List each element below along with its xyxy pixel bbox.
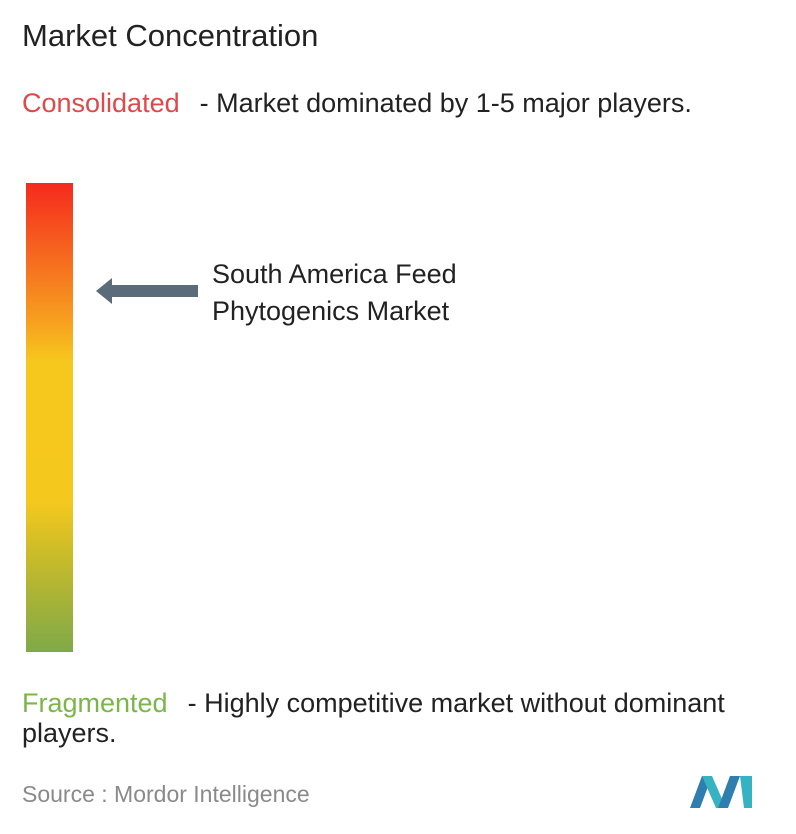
arrow-shape: [96, 278, 198, 304]
source-name: Mordor Intelligence: [114, 781, 310, 807]
market-label-line: Phytogenics Market: [212, 296, 450, 326]
fragmented-label: Fragmented: [22, 688, 168, 718]
consolidated-text: Consolidated - Market dominated by 1-5 ma…: [22, 88, 792, 118]
fragmented-text: Fragmented - Highly competitive market wi…: [22, 688, 792, 748]
fragmented-description: - Highly competitive market without domi…: [22, 688, 725, 748]
title: Market Concentration: [22, 18, 319, 53]
consolidated-description: - Market dominated by 1-5 major players.: [199, 88, 692, 118]
logo-part: [702, 776, 726, 808]
logo: [690, 776, 752, 808]
source-label: Source :: [22, 781, 108, 807]
arrow: [96, 278, 198, 304]
logo-part: [740, 776, 752, 808]
concentration-gradient-bar: [26, 183, 73, 652]
logo-part: [718, 776, 740, 808]
market-label-line: South America Feed: [212, 259, 457, 289]
source: Source : Mordor Intelligence: [22, 781, 310, 808]
consolidated-label: Consolidated: [22, 88, 180, 118]
market-label: South America Feed Phytogenics Market: [212, 256, 457, 330]
